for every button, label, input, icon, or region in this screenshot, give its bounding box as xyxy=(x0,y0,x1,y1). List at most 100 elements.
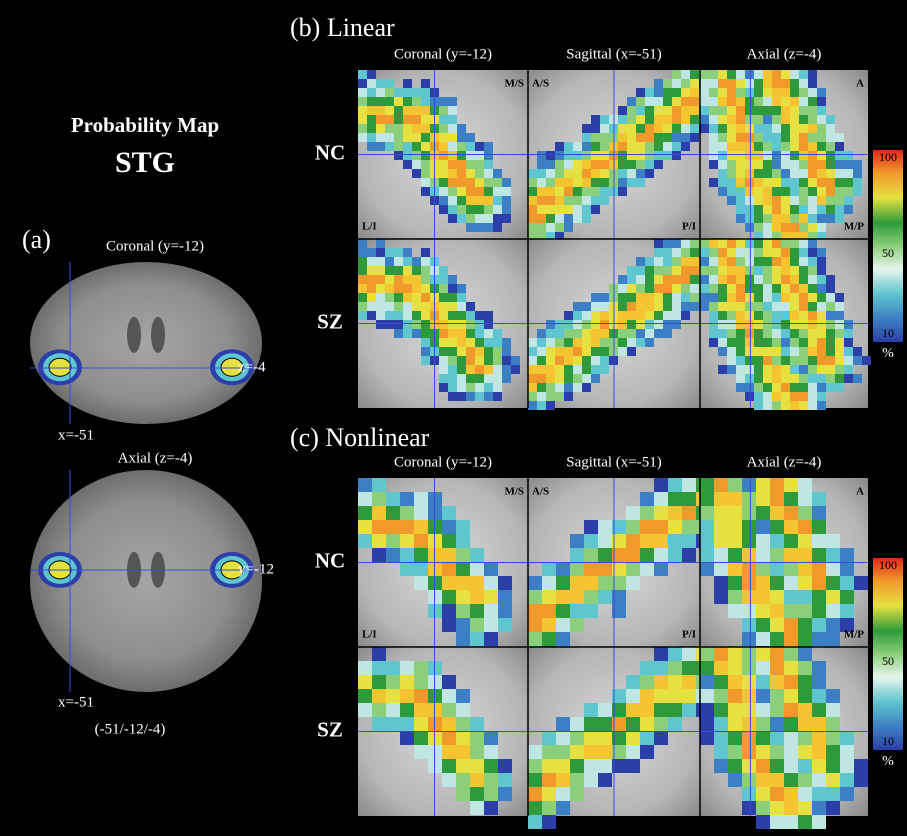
probability-cell xyxy=(826,618,840,632)
probability-cell xyxy=(672,133,681,142)
probability-cell xyxy=(421,347,430,356)
probability-cell xyxy=(556,745,570,759)
probability-cell xyxy=(582,302,591,311)
probability-cell xyxy=(763,205,772,214)
probability-cell xyxy=(400,675,414,689)
probability-cell xyxy=(745,374,754,383)
probability-cell xyxy=(781,214,790,223)
probability-cell xyxy=(493,329,502,338)
probability-cell xyxy=(403,320,412,329)
probability-cell xyxy=(790,133,799,142)
probability-cell xyxy=(498,773,512,787)
probability-cell xyxy=(358,284,367,293)
view-title: Coronal (y=-12) xyxy=(394,454,492,470)
probability-cell xyxy=(772,151,781,160)
probability-cell xyxy=(442,689,456,703)
probability-cell xyxy=(763,133,772,142)
probability-cell xyxy=(781,115,790,124)
probability-cell xyxy=(668,689,682,703)
probability-cell xyxy=(591,142,600,151)
probability-cell xyxy=(799,88,808,97)
probability-cell xyxy=(457,169,466,178)
probability-cell xyxy=(840,773,854,787)
probability-cell xyxy=(668,520,682,534)
probability-cell xyxy=(812,787,826,801)
probability-cell xyxy=(835,329,844,338)
probability-cell xyxy=(835,302,844,311)
probability-cell xyxy=(727,257,736,266)
probability-cell xyxy=(718,329,727,338)
probability-cell xyxy=(812,506,826,520)
probability-cell xyxy=(784,647,798,661)
probability-cell xyxy=(442,745,456,759)
probability-cell xyxy=(700,257,709,266)
probability-cell xyxy=(556,773,570,787)
probability-cell xyxy=(627,266,636,275)
probability-cell xyxy=(555,329,564,338)
probability-cell xyxy=(808,356,817,365)
probability-cell xyxy=(502,196,511,205)
probability-cell xyxy=(728,717,742,731)
probability-cell xyxy=(376,284,385,293)
probability-cell xyxy=(727,151,736,160)
probability-cell xyxy=(546,151,555,160)
probability-cell xyxy=(728,759,742,773)
probability-cell xyxy=(439,374,448,383)
probability-cell xyxy=(448,311,457,320)
corner-label: M/S xyxy=(504,78,524,90)
probability-cell xyxy=(812,562,826,576)
probability-cell xyxy=(627,124,636,133)
probability-cell xyxy=(736,133,745,142)
probability-cell xyxy=(772,356,781,365)
probability-cell xyxy=(840,562,854,576)
probability-cell xyxy=(584,759,598,773)
probability-cell xyxy=(808,115,817,124)
probability-cell xyxy=(826,347,835,356)
probability-cell xyxy=(493,347,502,356)
probability-cell xyxy=(636,275,645,284)
probability-cell xyxy=(835,205,844,214)
probability-cell xyxy=(808,311,817,320)
probability-cell xyxy=(528,392,537,401)
probability-cell xyxy=(808,320,817,329)
probability-cell xyxy=(672,124,681,133)
probability-cell xyxy=(448,160,457,169)
probability-cell xyxy=(582,320,591,329)
probability-cell xyxy=(542,815,556,829)
probability-cell xyxy=(812,773,826,787)
probability-cell xyxy=(700,675,714,689)
probability-cell xyxy=(627,311,636,320)
probability-cell xyxy=(448,169,457,178)
probability-cell xyxy=(798,745,812,759)
probability-cell xyxy=(835,383,844,392)
probability-cell xyxy=(756,801,770,815)
x-label: x=-51 xyxy=(58,427,94,443)
probability-cell xyxy=(640,745,654,759)
probability-cell xyxy=(799,392,808,401)
probability-cell xyxy=(763,275,772,284)
probability-cell xyxy=(372,492,386,506)
probability-cell xyxy=(663,133,672,142)
probability-cell xyxy=(537,178,546,187)
probability-cell xyxy=(754,70,763,79)
probability-cell xyxy=(421,302,430,311)
probability-cell xyxy=(772,142,781,151)
probability-cell xyxy=(690,239,699,248)
probability-cell xyxy=(448,302,457,311)
probability-cell xyxy=(772,374,781,383)
probability-cell xyxy=(573,383,582,392)
probability-cell xyxy=(556,590,570,604)
probability-cell xyxy=(421,106,430,115)
probability-cell xyxy=(770,492,784,506)
probability-cell xyxy=(745,248,754,257)
probability-cell xyxy=(709,320,718,329)
probability-cell xyxy=(466,311,475,320)
probability-cell xyxy=(763,223,772,232)
probability-cell xyxy=(770,703,784,717)
probability-cell xyxy=(591,293,600,302)
probability-cell xyxy=(654,160,663,169)
probability-cell xyxy=(493,214,502,223)
probability-cell xyxy=(727,70,736,79)
probability-cell xyxy=(808,142,817,151)
probability-cell xyxy=(736,248,745,257)
